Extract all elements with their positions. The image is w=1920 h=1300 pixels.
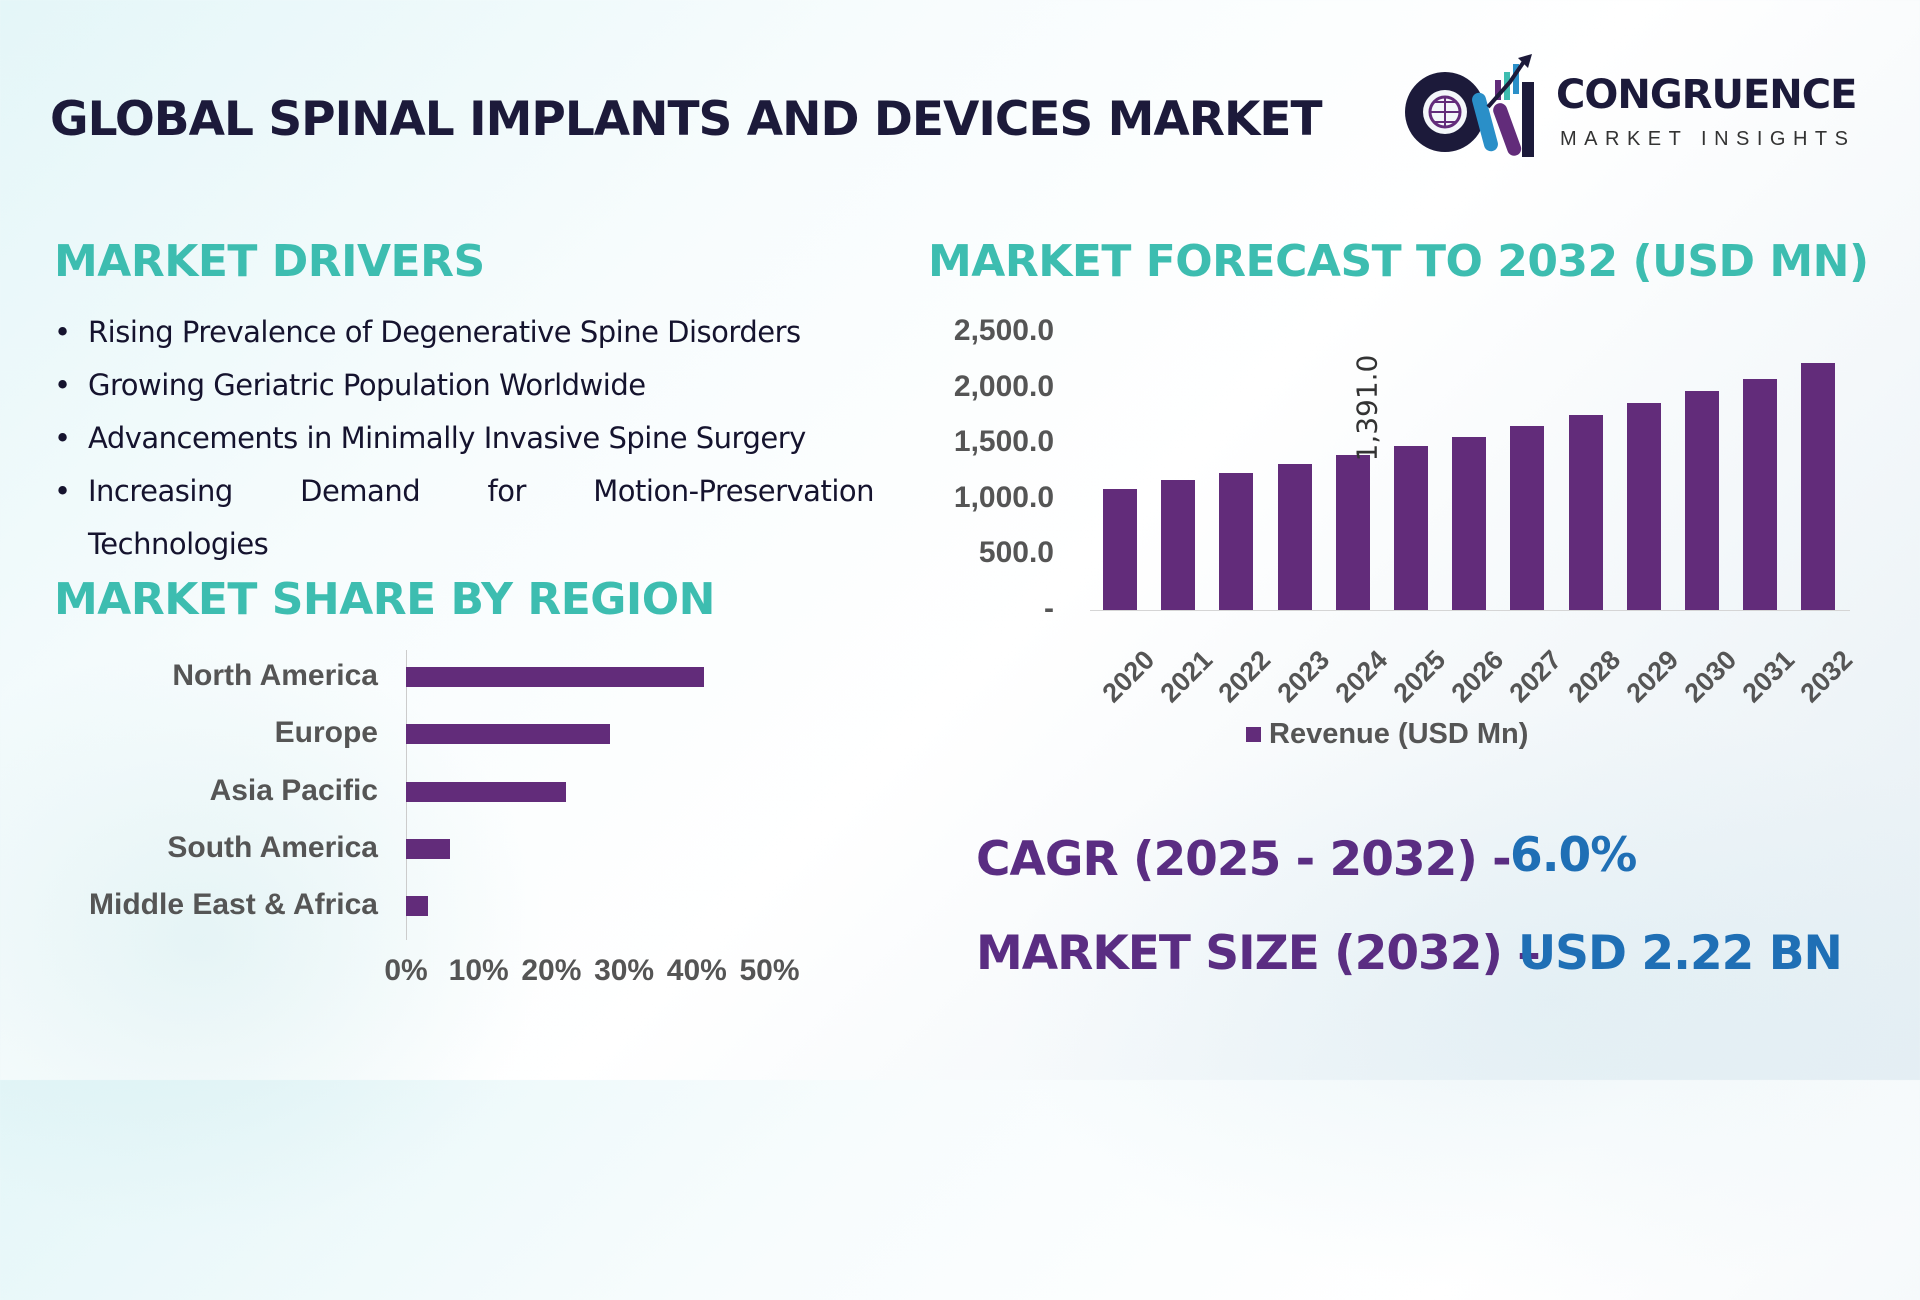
market-size-label: MARKET SIZE (2032) – — [976, 926, 1541, 981]
y-tick-label: 2,500.0 — [953, 314, 1054, 347]
cagr-value: 6.0% — [1510, 828, 1637, 883]
y-tick-label: 1,500.0 — [953, 425, 1054, 459]
forecast-bar — [1510, 426, 1545, 610]
region-heading: MARKET SHARE BY REGION — [54, 574, 716, 625]
forecast-bar — [1161, 480, 1196, 610]
region-label: Europe — [274, 716, 378, 750]
region-bar — [406, 724, 610, 745]
forecast-bar — [1219, 472, 1254, 610]
driver-item: Increasing Demand for Motion-Preservatio… — [54, 465, 875, 518]
logo: CONGRUENCE MARKET INSIGHTS — [1400, 52, 1870, 162]
forecast-bar — [1743, 378, 1778, 610]
forecast-bar — [1335, 455, 1370, 610]
page-title: GLOBAL SPINAL IMPLANTS AND DEVICES MARKE… — [50, 92, 1323, 147]
forecast-bar — [1568, 415, 1603, 610]
driver-item: Growing Geriatric Population Worldwide — [54, 359, 874, 412]
market-size-value: USD 2.22 BN — [1518, 926, 1843, 981]
y-tick-label: 1,000.0 — [953, 480, 1054, 514]
region-bar — [406, 838, 450, 859]
forecast-bar — [1452, 437, 1487, 610]
legend-swatch — [1246, 727, 1261, 742]
region-tick-label: 30% — [594, 954, 655, 987]
driver-item: Rising Prevalence of Degenerative Spine … — [54, 306, 874, 359]
logo-name: CONGRUENCE — [1556, 72, 1857, 118]
y-tick-label: - — [1044, 592, 1054, 625]
background-wave — [1000, 700, 1920, 1300]
cm-logo-icon — [1405, 54, 1534, 157]
forecast-bar — [1685, 390, 1719, 610]
region-bar — [406, 781, 566, 802]
region-tick-label: 0% — [384, 954, 428, 987]
driver-item: Advancements in Minimally Invasive Spine… — [54, 412, 874, 465]
region-label: North America — [172, 659, 378, 692]
y-tick-label: 500.0 — [978, 536, 1054, 570]
forecast-legend: Revenue (USD Mn) — [1246, 718, 1528, 751]
forecast-bar — [1626, 403, 1661, 610]
forecast-bar — [1394, 445, 1428, 610]
logo-tagline: MARKET INSIGHTS — [1560, 128, 1856, 150]
forecast-baseline — [1090, 610, 1850, 611]
region-tick-label: 20% — [521, 954, 582, 987]
region-bar — [406, 896, 428, 917]
forecast-bar — [1103, 488, 1137, 610]
forecast-bar — [1277, 464, 1312, 610]
cagr-label: CAGR (2025 - 2032) - — [976, 832, 1512, 887]
driver-item-continued: Technologies — [88, 527, 269, 561]
data-label: 1,391.0 — [1350, 354, 1384, 462]
region-label: South America — [167, 830, 378, 864]
drivers-heading: MARKET DRIVERS — [54, 236, 485, 287]
forecast-heading: MARKET FORECAST TO 2032 (USD MN) — [928, 236, 1869, 287]
region-tick-label: 50% — [739, 954, 800, 987]
region-tick-label: 10% — [448, 954, 509, 987]
drivers-list: Rising Prevalence of Degenerative Spine … — [54, 306, 875, 571]
region-label: Asia Pacific — [209, 773, 378, 807]
forecast-bar — [1801, 363, 1836, 610]
y-tick-label: 2,000.0 — [953, 369, 1054, 403]
region-label: Middle East & Africa — [89, 888, 378, 922]
region-tick-label: 40% — [666, 954, 727, 987]
region-bar — [406, 667, 705, 687]
legend-label: Revenue (USD Mn) — [1269, 718, 1529, 750]
